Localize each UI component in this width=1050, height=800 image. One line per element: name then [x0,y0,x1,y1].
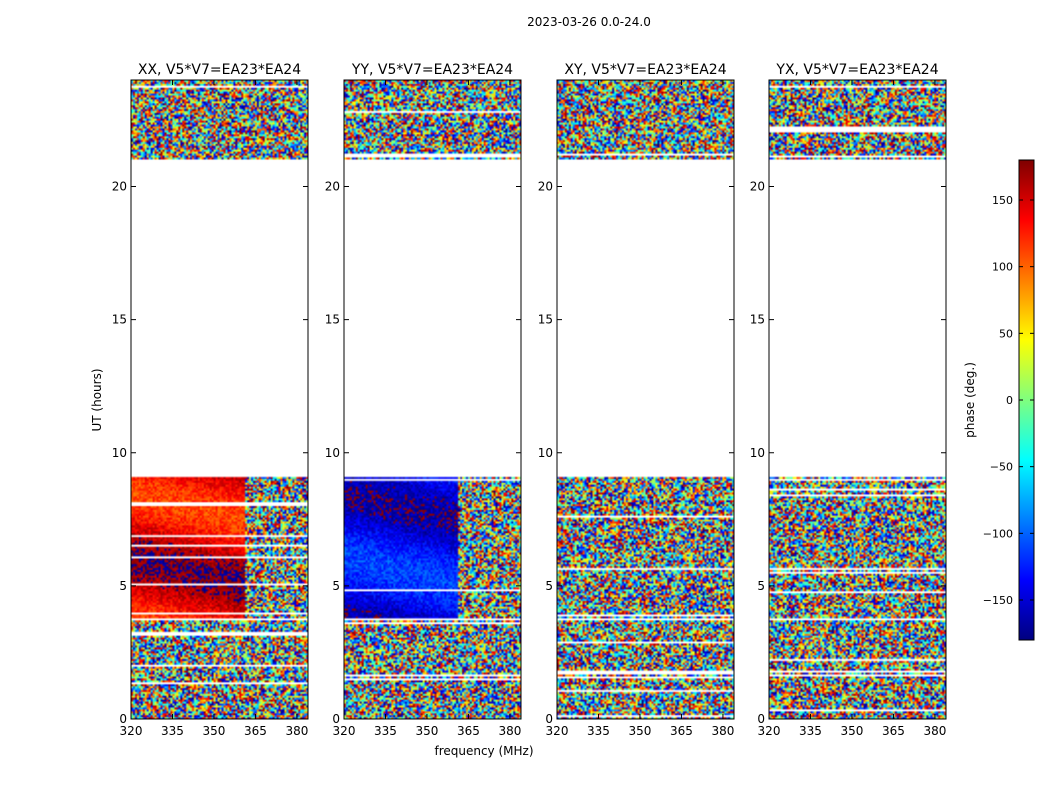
x-tick-label: 380 [285,724,308,738]
y-tick-label: 0 [332,712,340,726]
heatmap-image [769,80,946,719]
heatmap-image [344,80,521,719]
x-tick-label: 380 [498,724,521,738]
colorbar-tick-label: 150 [992,194,1013,207]
y-tick-label: 5 [545,579,553,593]
panel-frame [556,79,735,720]
panel-frame [130,79,309,720]
panel-3: YX, V5*V7=EA23*EA24 320 335 350 365 380 0 5 10 15… [750,62,947,738]
y-tick-label: 10 [750,446,765,460]
x-tick-label: 350 [416,724,439,738]
x-tick-label: 320 [758,724,781,738]
colorbar-tick-label: 0 [1006,394,1013,407]
y-tick-label: 15 [325,313,340,327]
y-tick-label: 20 [112,180,127,194]
x-tick-label: 365 [244,724,267,738]
panel-frame [768,79,947,720]
x-tick-label: 320 [333,724,356,738]
colorbar-tick-label: −50 [990,461,1013,474]
y-tick-label: 20 [325,180,340,194]
y-tick-label: 20 [538,180,553,194]
y-tick-label: 20 [750,180,765,194]
x-tick-label: 365 [882,724,905,738]
heatmap-image [131,80,308,719]
x-axis-label: frequency (MHz) [434,744,533,758]
x-tick-label: 380 [711,724,734,738]
y-tick-label: 5 [332,579,340,593]
y-tick-label: 10 [538,446,553,460]
panel-2: XY, V5*V7=EA23*EA24 320 335 350 365 380 0 5 10 15… [538,62,735,738]
panel-0: XX, V5*V7=EA23*EA24 320 335 350 365 380 0 5 10 15… [112,62,309,738]
panel-title: YY, V5*V7=EA23*EA24 [351,62,513,78]
y-tick-label: 15 [750,313,765,327]
y-tick-label: 0 [757,712,765,726]
heatmap-image [557,80,734,719]
panel-title: XX, V5*V7=EA23*EA24 [138,62,301,78]
x-tick-label: 320 [546,724,569,738]
y-axis-label: UT (hours) [90,368,104,431]
y-tick-label: 10 [325,446,340,460]
panel-title: XY, V5*V7=EA23*EA24 [564,62,726,78]
x-tick-label: 335 [587,724,610,738]
panel-frame [343,79,522,720]
x-tick-label: 350 [203,724,226,738]
colorbar-tick-label: 100 [992,261,1013,274]
x-tick-label: 350 [841,724,864,738]
x-tick-label: 335 [374,724,397,738]
x-tick-label: 335 [161,724,184,738]
colorbar-tick-label: −100 [983,527,1013,540]
colorbar-tick-label: −150 [983,594,1013,607]
y-tick-label: 15 [112,313,127,327]
x-tick-label: 365 [457,724,480,738]
x-tick-label: 335 [799,724,822,738]
x-tick-label: 365 [670,724,693,738]
y-tick-label: 10 [112,446,127,460]
colorbar: −150 −100 −50 0 50 100 150 phase (deg.) [963,159,1035,641]
y-tick-label: 0 [119,712,127,726]
x-tick-label: 350 [629,724,652,738]
panel-title: YX, V5*V7=EA23*EA24 [775,62,938,78]
x-tick-label: 380 [923,724,946,738]
y-tick-label: 5 [757,579,765,593]
figure-suptitle: 2023-03-26 0.0-24.0 [527,15,651,29]
y-tick-label: 0 [545,712,553,726]
y-tick-label: 15 [538,313,553,327]
colorbar-tick-label: 50 [999,327,1013,340]
panels-group: XX, V5*V7=EA23*EA24 320 335 350 365 380 0 5 10 15… [112,62,947,738]
colorbar-label: phase (deg.) [963,362,977,438]
panel-1: YY, V5*V7=EA23*EA24 320 335 350 365 380 0 5 10 15… [325,62,522,738]
y-tick-label: 5 [119,579,127,593]
x-tick-label: 320 [120,724,143,738]
